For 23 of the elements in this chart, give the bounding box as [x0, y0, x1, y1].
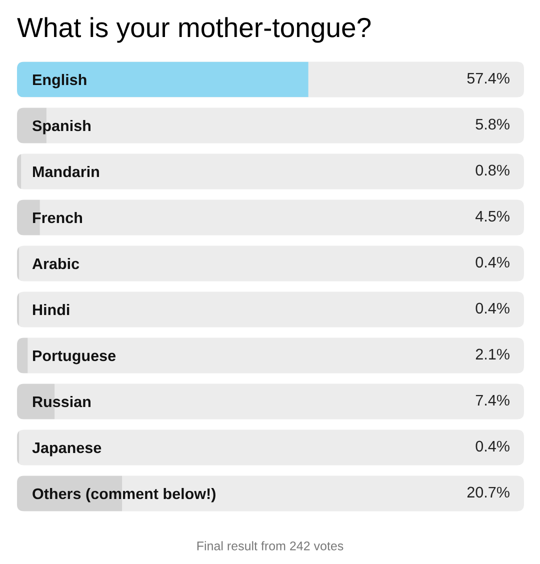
y-tick-label: Mandarin [33, 166, 99, 178]
y-tick-label: Japanese [32, 442, 102, 456]
y-tick-label: Others (comment below!) [32, 488, 216, 502]
data-label: 20.7% [467, 486, 510, 498]
text: Final result from 242 votes [197, 541, 344, 550]
bar [17, 338, 28, 374]
y-tick-label: Portuguese [33, 350, 116, 364]
data-label: 2.1% [476, 348, 510, 360]
data-label: 0.4% [476, 302, 510, 314]
data-label: 4.5% [476, 210, 510, 222]
y-tick-label: Russian [33, 396, 90, 408]
y-tick-label: Arabic [32, 258, 80, 270]
data-label: 0.8% [476, 164, 510, 176]
y-tick-label: English [33, 74, 86, 88]
data-label: 57.4% [467, 72, 510, 84]
y-tick-label: Spanish [32, 120, 90, 134]
data-label: 0.4% [476, 256, 510, 268]
data-label: 5.8% [476, 118, 510, 130]
y-tick-label: Hindi [33, 304, 70, 316]
chart-title: What is your mother-tongue? [17, 17, 371, 43]
data-label: 0.4% [476, 440, 510, 452]
data-label: 7.4% [476, 394, 510, 406]
y-tick-label: French [33, 212, 82, 224]
